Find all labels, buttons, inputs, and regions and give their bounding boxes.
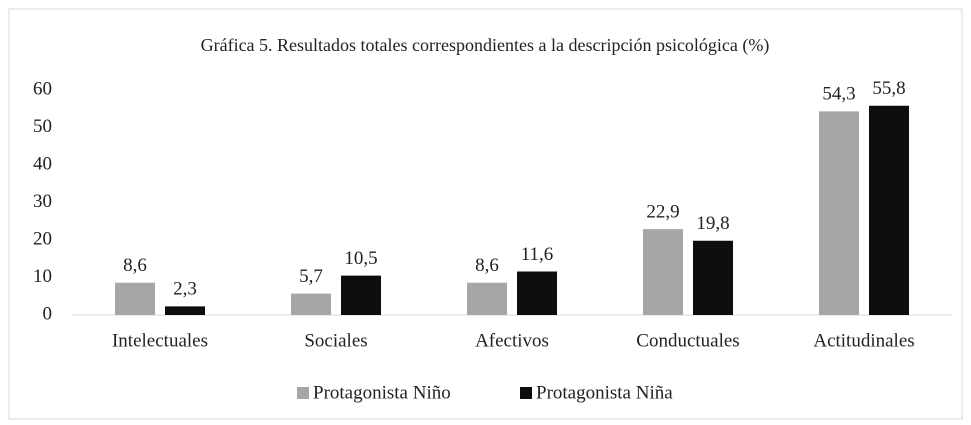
x-tick-label: Conductuales [636, 330, 739, 351]
bar [693, 240, 733, 315]
x-tick-label: Sociales [304, 330, 367, 351]
bar [869, 105, 909, 315]
data-label: 22,9 [646, 201, 679, 222]
data-label: 10,5 [344, 248, 377, 269]
legend-label: Protagonista Niño [313, 382, 451, 403]
bar [643, 229, 683, 315]
x-tick-label: Afectivos [475, 330, 549, 351]
data-label: 2,3 [173, 279, 197, 300]
y-tick-label: 0 [43, 303, 53, 324]
y-tick-label: 60 [33, 78, 52, 99]
y-tick-label: 30 [33, 191, 52, 212]
bar [819, 111, 859, 315]
chart-title: Gráfica 5. Resultados totales correspond… [201, 35, 770, 56]
x-tick-label: Actitudinales [813, 330, 914, 351]
data-label: 55,8 [872, 78, 905, 99]
y-tick-label: 50 [33, 116, 52, 137]
legend-swatch [297, 387, 309, 399]
bar [115, 282, 155, 315]
chart-border [8, 8, 963, 420]
data-label: 8,6 [475, 255, 499, 276]
legend-label: Protagonista Niña [536, 382, 673, 403]
bar [291, 293, 331, 315]
y-tick-label: 10 [33, 266, 52, 287]
data-label: 8,6 [123, 255, 147, 276]
bar [517, 271, 557, 315]
data-label: 11,6 [521, 244, 554, 265]
bar [341, 275, 381, 315]
x-tick-label: Intelectuales [112, 330, 208, 351]
y-tick-label: 20 [33, 228, 52, 249]
bar [467, 282, 507, 315]
legend-swatch [520, 387, 532, 399]
data-label: 19,8 [696, 213, 729, 234]
bar [165, 306, 205, 315]
y-tick-label: 40 [33, 153, 52, 174]
data-label: 5,7 [299, 266, 323, 287]
data-label: 54,3 [822, 84, 855, 105]
